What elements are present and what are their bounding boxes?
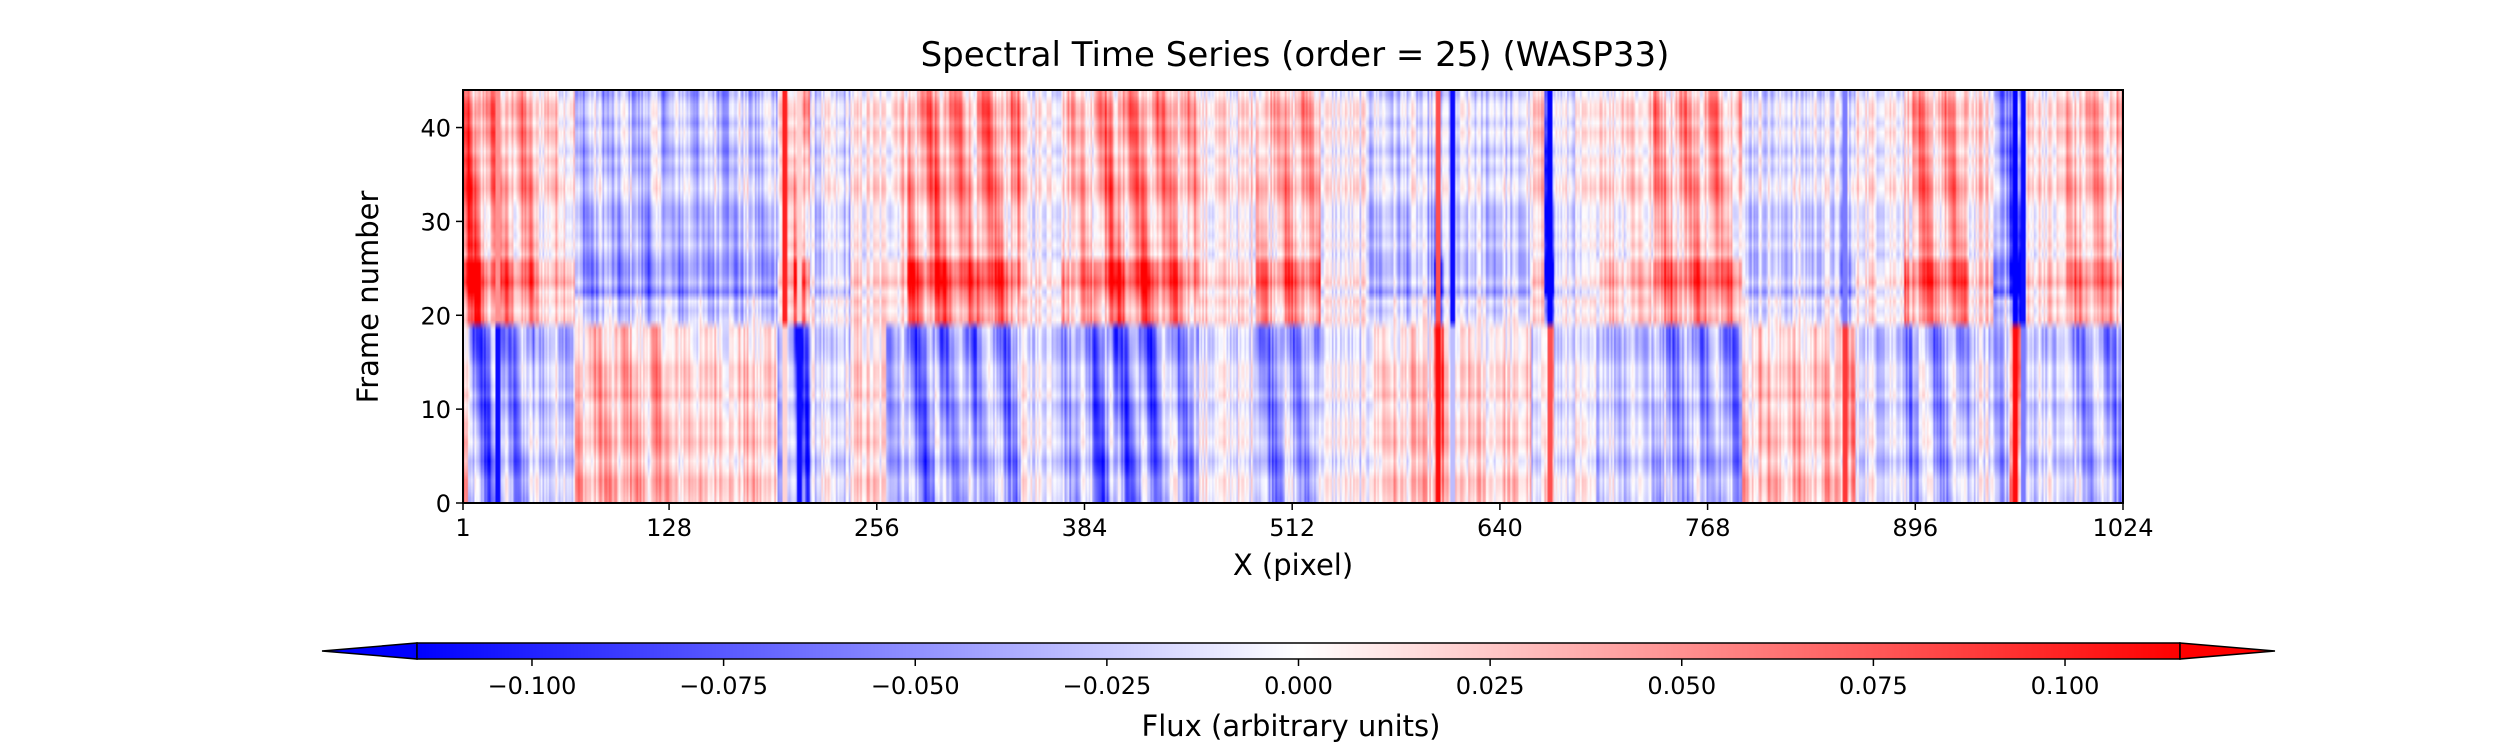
colorbar-tick-label: −0.050	[871, 672, 960, 700]
plot-frame	[462, 89, 2124, 504]
colorbar-tick-label: 0.075	[1839, 672, 1908, 700]
x-tick-label: 640	[1477, 514, 1523, 542]
x-tick-label: 384	[1062, 514, 1108, 542]
y-tick-label: 0	[436, 490, 451, 518]
y-tick-label: 20	[420, 302, 451, 330]
y-tick-label: 40	[420, 115, 451, 143]
x-tick-label: 1	[455, 514, 470, 542]
chart-title: Spectral Time Series (order = 25) (WASP3…	[921, 35, 1670, 75]
x-tick-label: 896	[1892, 514, 1938, 542]
y-tick-label: 30	[420, 208, 451, 236]
colorbar-tick-label: −0.025	[1062, 672, 1151, 700]
colorbar-ticks: −0.100 −0.075 −0.050 −0.025 0.000 0.025 0.050 0…	[488, 659, 2100, 700]
x-tick-label: 128	[646, 514, 692, 542]
x-tick-label: 768	[1685, 514, 1731, 542]
x-axis-label: X (pixel)	[1233, 548, 1353, 582]
colorbar	[416, 642, 2181, 660]
y-axis-ticks: 0 10 20 30 40	[420, 115, 463, 518]
x-tick-label: 1024	[2092, 514, 2153, 542]
colorbar-tick-label: 0.100	[2031, 672, 2100, 700]
colorbar-extend-low	[321, 642, 418, 660]
colorbar-tick-label: 0.025	[1456, 672, 1525, 700]
colorbar-tick-label: −0.075	[679, 672, 768, 700]
colorbar-tick-label: −0.100	[488, 672, 577, 700]
colorbar-extend-high	[2179, 642, 2276, 660]
x-tick-label: 512	[1269, 514, 1315, 542]
colorbar-tick-label: 0.050	[1647, 672, 1716, 700]
colorbar-label: Flux (arbitrary units)	[1142, 709, 1441, 743]
x-axis-ticks: 1 128 256 384 512 640 768 896 1024	[455, 503, 2154, 542]
y-axis-label: Frame number	[351, 191, 385, 404]
y-tick-label: 10	[420, 396, 451, 424]
x-tick-label: 256	[854, 514, 900, 542]
heatmap-image	[463, 90, 2123, 503]
colorbar-tick-label: 0.000	[1264, 672, 1333, 700]
